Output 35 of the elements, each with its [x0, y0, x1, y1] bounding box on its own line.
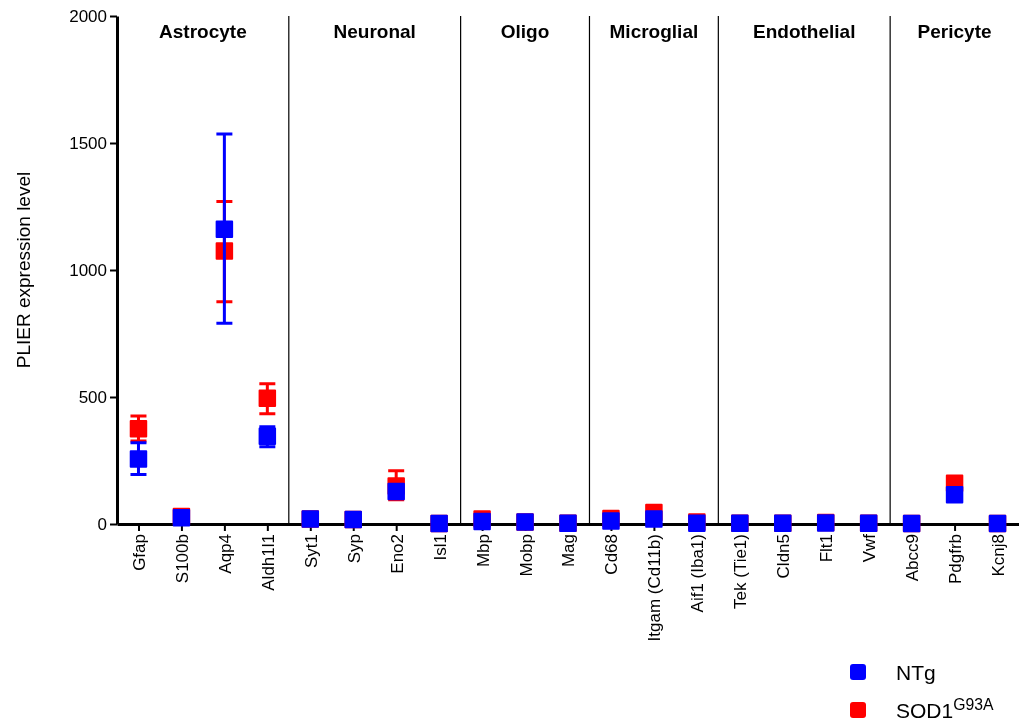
x-tick-label: Aif1 (Iba1) — [688, 534, 708, 613]
y-axis-title: PLIER expression level — [13, 171, 34, 369]
y-tick-label: 2000 — [69, 6, 107, 26]
annotation: Astrocyte — [159, 21, 247, 42]
x-tick-label: Eno2 — [387, 534, 407, 574]
x-tick-label: Gfap — [129, 534, 149, 571]
x-tick-label: Aldh1l1 — [258, 534, 278, 591]
legend-label: NTg — [896, 661, 936, 684]
legend-label: SOD1$^{G93A}$ — [896, 695, 994, 722]
y-tick-label: 1000 — [69, 260, 107, 280]
x-tick-label: Abcc9 — [903, 534, 923, 582]
x-tick-label: Tek (Tie1) — [731, 534, 751, 609]
x-tick-label: Syt1 — [301, 534, 321, 569]
x-tick-label: Vwf — [860, 533, 880, 563]
annotation: Endothelial — [753, 21, 856, 42]
annotation: Neuronal — [333, 21, 416, 42]
x-tick-label: Pdgfrb — [946, 534, 966, 585]
x-tick-label: Syp — [344, 534, 364, 564]
x-tick-label: Mag — [559, 534, 579, 568]
y-tick-label: 0 — [97, 514, 107, 534]
annotation: Oligo — [500, 21, 550, 42]
x-tick-label: Aqp4 — [215, 534, 235, 574]
x-tick-label: Isl1 — [430, 534, 450, 561]
x-tick-label: Mobp — [516, 534, 536, 577]
x-tick-label: Kcnj8 — [988, 534, 1008, 577]
x-tick-label: Flt1 — [817, 534, 837, 563]
y-tick-label: 500 — [78, 387, 107, 407]
y-tick-label: 1500 — [69, 133, 107, 153]
x-tick-label: Mbp — [473, 534, 493, 568]
x-tick-label: Cldn5 — [774, 534, 794, 579]
x-tick-label: Cd68 — [602, 534, 622, 575]
annotation: Microglial — [609, 21, 699, 42]
annotation: Pericyte — [917, 21, 992, 42]
x-tick-label: Itgam (Cd11b) — [645, 534, 665, 642]
x-tick-label: S100b — [172, 534, 192, 584]
